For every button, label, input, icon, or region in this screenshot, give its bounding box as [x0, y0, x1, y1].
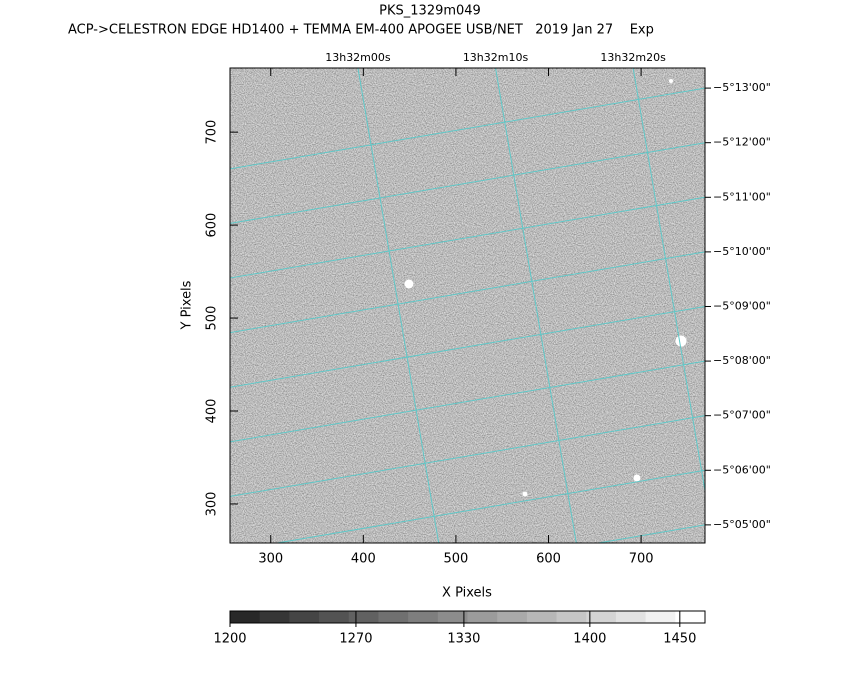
- y2-tick-label: −5°11'00": [713, 190, 771, 203]
- grid-line: [230, 415, 705, 497]
- colorbar-step: [556, 611, 587, 623]
- x-tick-label: 700: [629, 552, 654, 567]
- star: [675, 335, 687, 347]
- colorbar-step: [615, 611, 647, 623]
- image: [230, 68, 705, 543]
- y2-tick-label: −5°05'00": [713, 518, 771, 531]
- frame: [229, 67, 706, 544]
- x2-tick-label: 13h32m20s: [600, 51, 666, 64]
- y2-tick-label: −5°10'00": [713, 245, 771, 258]
- colorbar-step: [586, 611, 617, 623]
- colorbar-tick-label: 1330: [447, 632, 480, 647]
- y-tick-label: 300: [205, 492, 220, 517]
- y-tick-label: 400: [205, 399, 220, 424]
- colorbar-tick-label: 1400: [573, 632, 606, 647]
- y2-tick-label: −5°06'00": [713, 463, 771, 476]
- colorbar-step: [675, 611, 706, 623]
- x-tick-label: 300: [258, 552, 283, 567]
- colorbar-step: [645, 611, 676, 623]
- x-tick-label: 500: [444, 552, 469, 567]
- grid-line: [357, 68, 440, 543]
- star: [522, 491, 528, 497]
- star: [633, 474, 641, 482]
- colorbar-step: [408, 611, 439, 623]
- colorbar-tick-label: 1450: [663, 632, 696, 647]
- y2-tick-label: −5°13'00": [713, 81, 771, 94]
- colorbar-step: [526, 611, 558, 623]
- grid-line: [230, 305, 705, 388]
- x2-tick-label: 13h32m00s: [325, 51, 391, 64]
- x2-tick-label: 13h32m10s: [463, 51, 529, 64]
- colorbar-step: [467, 611, 498, 623]
- grid-line: [230, 142, 705, 224]
- colorbar-step: [289, 611, 320, 623]
- x-tick-label: 400: [351, 552, 376, 567]
- stars: [404, 79, 687, 497]
- grid-line: [230, 87, 705, 170]
- star: [669, 79, 673, 83]
- grid: [230, 68, 705, 543]
- grid-line: [230, 251, 705, 334]
- colorbar-tick-label: 1270: [339, 632, 372, 647]
- y2-tick-label: −5°08'00": [713, 354, 771, 367]
- chart-title: PKS_1329m049: [379, 4, 481, 19]
- y-axis-label: Y Pixels: [180, 280, 195, 330]
- colorbar-step: [378, 611, 409, 623]
- y2-tick-label: −5°07'00": [713, 409, 771, 422]
- grid-line: [230, 360, 705, 443]
- colorbar-step: [230, 611, 261, 623]
- colorbar-tick-label: 1200: [213, 632, 246, 647]
- x-axis-label: X Pixels: [442, 586, 492, 601]
- y-tick-label: 600: [205, 213, 220, 238]
- grid-line: [595, 524, 705, 543]
- colorbar-step: [497, 611, 528, 623]
- colorbar-step: [319, 611, 350, 623]
- colorbar-step: [259, 611, 290, 623]
- grid-line: [230, 196, 705, 279]
- y2-tick-label: −5°09'00": [713, 299, 771, 312]
- star: [404, 279, 414, 289]
- grid-line: [495, 68, 577, 543]
- grid-line: [632, 68, 705, 494]
- y-tick-label: 500: [205, 306, 220, 331]
- chart-subtitle: ACP->CELESTRON EDGE HD1400 + TEMMA EM-40…: [68, 23, 654, 38]
- y-tick-label: 700: [205, 120, 220, 145]
- x-tick-label: 600: [536, 552, 561, 567]
- colorbar-step: [348, 611, 379, 623]
- grid-line: [274, 469, 705, 543]
- colorbar-step: [437, 611, 468, 623]
- y2-tick-label: −5°12'00": [713, 136, 771, 149]
